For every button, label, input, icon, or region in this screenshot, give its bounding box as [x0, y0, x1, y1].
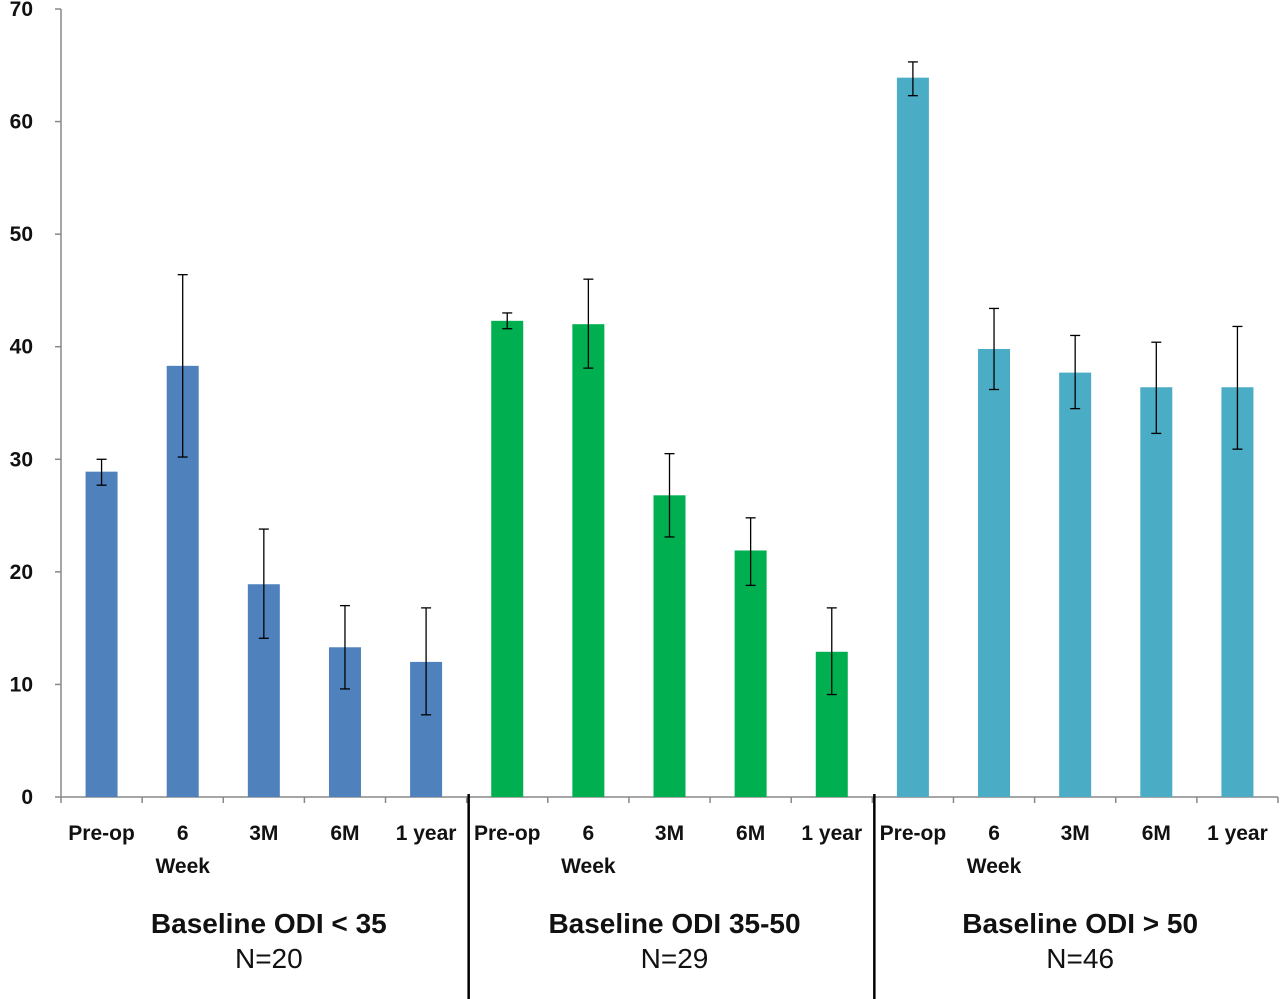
- category-label-line: 6: [583, 822, 595, 845]
- category-label-line: 6: [988, 822, 1000, 845]
- bar: [896, 77, 929, 797]
- category-label: 6 Week: [155, 822, 210, 878]
- category-label: Pre-op: [68, 822, 135, 845]
- category-label-line: 1 year: [801, 822, 862, 845]
- bar: [85, 471, 118, 797]
- bar: [1221, 387, 1254, 797]
- group-labels: Baseline ODI < 35 N=20 Baseline ODI 35-50 N…: [151, 794, 1198, 999]
- group-title: Baseline ODI > 50: [962, 908, 1198, 939]
- y-tick-label: 10: [10, 673, 33, 696]
- y-tick-label: 70: [10, 0, 33, 21]
- category-label: 1 year: [1207, 822, 1268, 845]
- category-label: 1 year: [396, 822, 457, 845]
- category-label: Pre-op: [474, 822, 541, 845]
- category-label: 1 year: [801, 822, 862, 845]
- y-tick-label: 30: [10, 448, 33, 471]
- category-label-line: Pre-op: [474, 822, 541, 845]
- category-label: 6 Week: [967, 822, 1022, 878]
- bar: [491, 320, 524, 797]
- group-n-label: N=46: [1046, 943, 1114, 974]
- category-label-line: 1 year: [1207, 822, 1268, 845]
- category-label-line: Week: [967, 855, 1022, 878]
- y-tick-label: 50: [10, 223, 33, 246]
- bar: [1140, 387, 1173, 797]
- group-title: Baseline ODI < 35: [151, 908, 387, 939]
- category-label: 6M: [736, 822, 765, 845]
- group-n-label: N=29: [641, 943, 709, 974]
- category-label-line: 6M: [1142, 822, 1171, 845]
- category-label-line: 6M: [736, 822, 765, 845]
- category-label: 3M: [249, 822, 278, 845]
- category-label: 6 Week: [561, 822, 616, 878]
- category-labels: Pre-op 6 Week 3M 6M 1 year Pre-op 6 Week 3M 6M 1 ye…: [68, 822, 1267, 878]
- category-label-line: 1 year: [396, 822, 457, 845]
- category-label: Pre-op: [880, 822, 947, 845]
- bar: [734, 550, 767, 797]
- category-label-line: Pre-op: [880, 822, 947, 845]
- category-label-line: Week: [155, 855, 210, 878]
- bars: [85, 77, 1254, 797]
- y-axis: 0 10 20 30 40 50 60 70: [10, 0, 62, 809]
- bar: [1059, 372, 1092, 797]
- category-label: 6M: [1142, 822, 1171, 845]
- category-label-line: 3M: [249, 822, 278, 845]
- category-label-line: Pre-op: [68, 822, 135, 845]
- category-label-line: Week: [561, 855, 616, 878]
- category-label-line: 6M: [330, 822, 359, 845]
- category-label-line: 3M: [1061, 822, 1090, 845]
- bar: [572, 324, 605, 797]
- bar: [653, 495, 686, 797]
- category-label: 3M: [1061, 822, 1090, 845]
- category-label: 6M: [330, 822, 359, 845]
- x-axis: [60, 796, 1279, 803]
- y-tick-label: 40: [10, 336, 33, 359]
- category-label-line: 3M: [655, 822, 684, 845]
- error-bars: [96, 61, 1243, 716]
- y-tick-label: 20: [10, 561, 33, 584]
- bar: [978, 348, 1011, 797]
- category-label: 3M: [655, 822, 684, 845]
- group-title: Baseline ODI 35-50: [548, 908, 800, 939]
- category-label-line: 6: [177, 822, 189, 845]
- y-tick-label: 60: [10, 111, 33, 134]
- group-n-label: N=20: [235, 943, 303, 974]
- y-tick-label: 0: [21, 786, 33, 809]
